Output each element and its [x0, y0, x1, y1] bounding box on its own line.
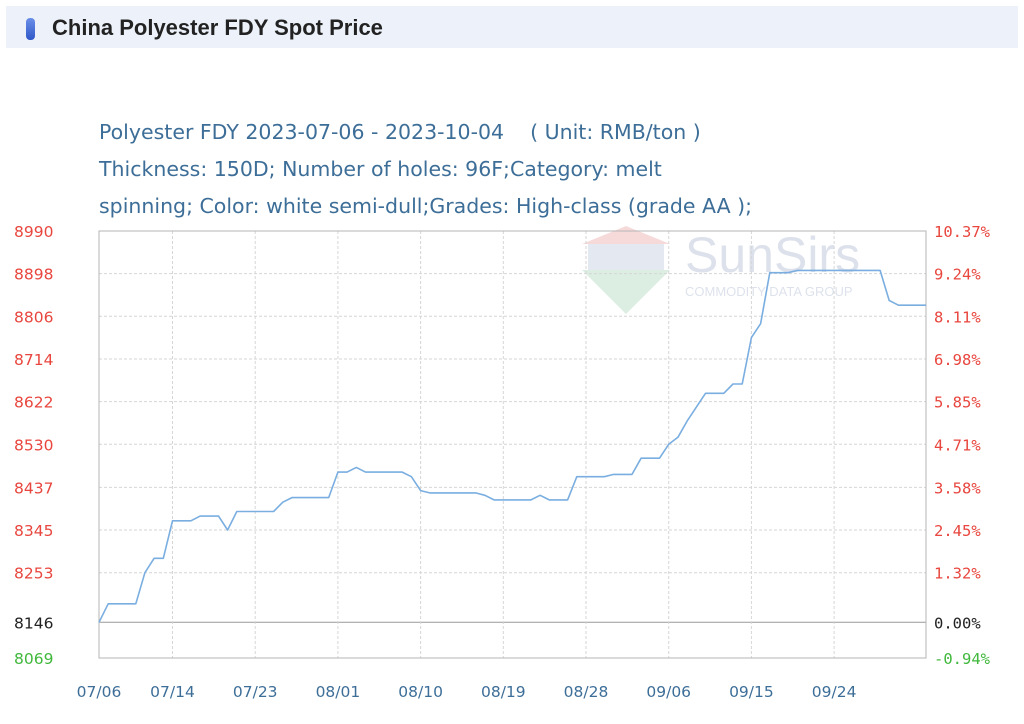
watermark-tagline: COMMODITY DATA GROUP [685, 284, 853, 299]
y-tick-label-right: 3.58% [934, 479, 981, 497]
y-tick-label-right: 5.85% [934, 394, 981, 412]
y-tick-label-left: 8990 [14, 223, 53, 241]
x-tick-label: 08/28 [564, 683, 609, 701]
panel-title: China Polyester FDY Spot Price [52, 15, 383, 40]
y-tick-label-left: 8146 [14, 614, 53, 632]
y-tick-label-left: 8345 [14, 522, 53, 540]
x-tick-label: 09/06 [646, 683, 691, 701]
chart-title-unit: ( Unit: RMB/ton ) [530, 120, 701, 144]
y-tick-label-right: -0.94% [934, 650, 991, 668]
watermark-brand: SunSirs [685, 227, 860, 283]
y-tick-label-left: 8806 [14, 308, 53, 326]
y-tick-label-right: 10.37% [934, 223, 991, 241]
y-tick-label-left: 8253 [14, 565, 53, 583]
x-tick-label: 08/01 [316, 683, 361, 701]
y-tick-label-left: 8069 [14, 650, 53, 668]
y-tick-label-left: 8437 [14, 479, 53, 497]
y-tick-label-right: 2.45% [934, 522, 981, 540]
y-tick-label-right: 4.71% [934, 436, 981, 454]
chart-title-range: Polyester FDY 2023-07-06 - 2023-10-04 [99, 120, 505, 144]
plot-frame [98, 230, 927, 659]
watermark-logo-base [582, 270, 670, 314]
watermark-logo-roof [582, 226, 670, 244]
y-tick-label-left: 8622 [14, 394, 53, 412]
price-series-line [98, 269, 926, 623]
series-layer [98, 269, 926, 623]
x-tick-label: 08/10 [398, 683, 443, 701]
watermark-logo-block [588, 244, 664, 270]
x-tick-label: 07/23 [233, 683, 278, 701]
panel-header: China Polyester FDY Spot Price [6, 6, 1018, 48]
x-tick-label: 07/06 [77, 683, 122, 701]
x-tick-label: 09/24 [812, 683, 857, 701]
y-tick-label-right: 6.98% [934, 351, 981, 369]
title-bar-icon [26, 18, 35, 40]
axes [98, 230, 927, 659]
y-tick-label-right: 9.24% [934, 266, 981, 284]
chart-subtitle-line-2: spinning; Color: white semi-dull;Grades:… [99, 194, 753, 218]
chart-title: Polyester FDY 2023-07-06 - 2023-10-04 ( U… [99, 114, 899, 225]
x-tick-label: 07/14 [150, 683, 195, 701]
tick-labels: 8990 10.37% 8898 9.24% 8806 8.11% 8714 6.98% 862… [14, 223, 991, 701]
y-tick-label-left: 8530 [14, 436, 53, 454]
chart-subtitle-line-1: Thickness: 150D; Number of holes: 96F;Ca… [99, 157, 662, 181]
x-tick-label: 09/15 [729, 683, 774, 701]
x-tick-label: 08/19 [481, 683, 526, 701]
y-tick-label-right: 1.32% [934, 565, 981, 583]
y-tick-label-left: 8898 [14, 266, 53, 284]
y-tick-label-right: 8.11% [934, 308, 981, 326]
y-tick-label-right: 0.00% [934, 614, 981, 632]
y-tick-label-left: 8714 [14, 351, 53, 369]
